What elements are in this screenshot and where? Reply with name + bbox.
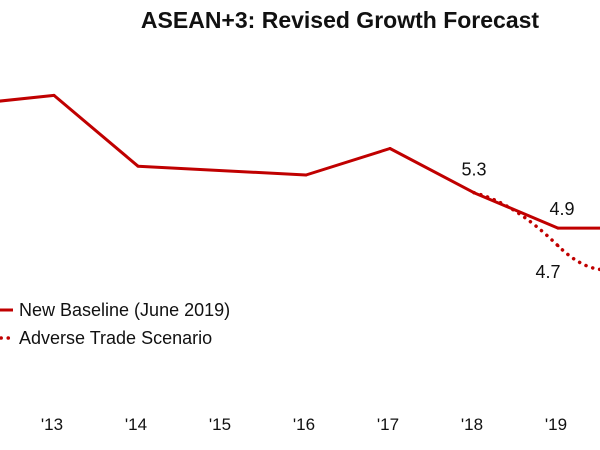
x-axis: '13 '14 '15 '16 '17 '18 '19 bbox=[41, 415, 567, 434]
series-layer bbox=[0, 93, 600, 272]
series-1-point-7 bbox=[556, 244, 560, 248]
legend-label-0: New Baseline (June 2019) bbox=[19, 300, 230, 320]
series-0-point-2 bbox=[136, 164, 140, 168]
series-1-point-6 bbox=[472, 191, 476, 195]
x-tick-label: '15 bbox=[209, 415, 231, 434]
series-line-1 bbox=[472, 190, 600, 272]
series-0-point-1 bbox=[52, 93, 56, 97]
legend: New Baseline (June 2019) Adverse Trade Sc… bbox=[0, 300, 230, 348]
legend-label-1: Adverse Trade Scenario bbox=[19, 328, 212, 348]
series-0-point-5 bbox=[388, 146, 392, 150]
x-tick-label: '14 bbox=[125, 415, 147, 434]
x-tick-label: '17 bbox=[377, 415, 399, 434]
x-tick-label: '19 bbox=[545, 415, 567, 434]
data-label: 4.9 bbox=[549, 199, 574, 219]
data-label: 5.3 bbox=[461, 160, 486, 180]
x-tick-label: '16 bbox=[293, 415, 315, 434]
x-tick-label: '18 bbox=[461, 415, 483, 434]
data-label: 4.7 bbox=[535, 262, 560, 282]
data-label-layer: 5.3 4.9 4.7 bbox=[461, 160, 574, 282]
chart-title: ASEAN+3: Revised Growth Forecast bbox=[141, 7, 539, 33]
series-0-point-4 bbox=[304, 173, 308, 177]
x-tick-label: '13 bbox=[41, 415, 63, 434]
series-0-point-7 bbox=[556, 226, 560, 230]
series-line-0 bbox=[0, 93, 600, 230]
